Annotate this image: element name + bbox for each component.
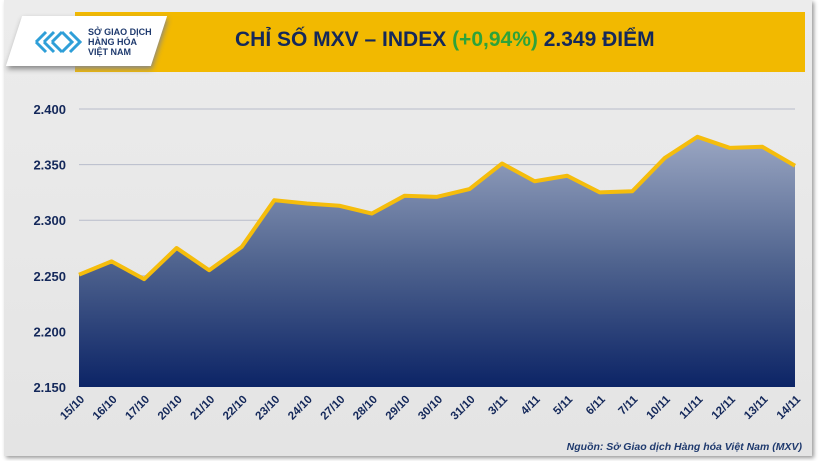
y-tick-label: 2.350: [33, 158, 66, 173]
x-tick-label: 4/11: [519, 393, 543, 417]
area-fill: [79, 136, 795, 387]
x-tick-label: 5/11: [551, 393, 575, 417]
x-tick-label: 11/11: [678, 393, 706, 421]
x-tick-label: 17/10: [123, 394, 152, 423]
chart-title: CHỈ SỐ MXV – INDEX (+0,94%) 2.349 ĐIỂM: [235, 28, 655, 52]
change-percent: (+0,94%): [452, 28, 538, 51]
x-tick-label: 13/11: [742, 393, 771, 422]
logo-line: VIỆT NAM: [88, 47, 132, 57]
x-tick-label: 7/11: [617, 393, 641, 417]
x-tick-label: 22/10: [221, 394, 250, 423]
x-tick-label: 30/10: [416, 394, 445, 423]
logo-line: HÀNG HÓA: [88, 37, 137, 47]
x-tick-label: 21/10: [188, 394, 217, 423]
y-tick-label: 2.300: [33, 213, 66, 228]
x-tick-label: 16/10: [91, 394, 120, 423]
x-tick-label: 28/10: [351, 394, 380, 423]
x-tick-label: 20/10: [156, 394, 185, 423]
x-tick-label: 29/10: [384, 394, 413, 423]
y-tick-label: 2.400: [33, 102, 66, 117]
x-tick-label: 3/11: [486, 393, 510, 417]
x-tick-label: 6/11: [584, 393, 608, 417]
x-tick-label: 12/11: [710, 393, 739, 422]
logo-line: SỞ GIAO DỊCH: [88, 27, 152, 37]
logo-text: SỞ GIAO DỊCH HÀNG HÓA VIỆT NAM: [88, 27, 152, 57]
x-tick-label: 31/10: [449, 394, 478, 423]
index-value: 2.349 ĐIỂM: [543, 28, 655, 51]
x-tick-label: 24/10: [286, 394, 315, 423]
x-tick-label: 27/10: [319, 394, 348, 423]
x-tick-label: 14/11: [775, 393, 804, 422]
x-tick-label: 15/10: [58, 394, 87, 423]
x-tick-label: 10/11: [645, 393, 674, 422]
x-tick-label: 23/10: [254, 394, 283, 423]
title-text: CHỈ SỐ MXV – INDEX: [235, 28, 447, 51]
y-tick-label: 2.200: [33, 324, 66, 339]
title-banner: [75, 12, 805, 72]
y-tick-label: 2.250: [33, 269, 66, 284]
source-note: Nguồn: Sở Giao dịch Hàng hóa Việt Nam (M…: [566, 441, 802, 453]
y-tick-label: 2.150: [33, 380, 66, 395]
